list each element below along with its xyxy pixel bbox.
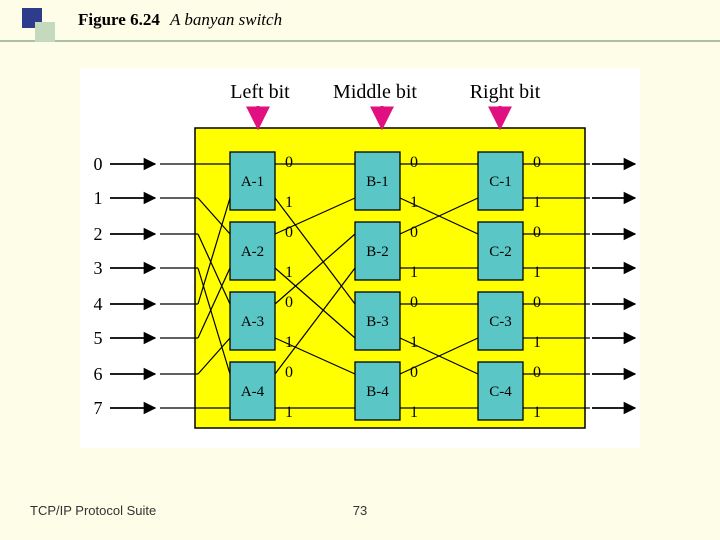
- svg-text:C-1: C-1: [489, 174, 512, 190]
- svg-text:B-3: B-3: [366, 314, 389, 330]
- svg-text:0: 0: [410, 224, 418, 241]
- svg-text:0: 0: [533, 294, 541, 311]
- svg-text:1: 1: [410, 334, 418, 351]
- svg-text:Right bit: Right bit: [470, 81, 541, 103]
- svg-text:0: 0: [285, 154, 293, 171]
- svg-text:C-3: C-3: [489, 314, 512, 330]
- figure-caption: A banyan switch: [170, 10, 282, 30]
- svg-text:3: 3: [94, 258, 103, 278]
- svg-text:0: 0: [410, 154, 418, 171]
- svg-text:4: 4: [94, 294, 103, 314]
- footer-text: TCP/IP Protocol Suite: [30, 503, 156, 518]
- svg-text:1: 1: [533, 334, 541, 351]
- bullet-square-light: [35, 22, 55, 42]
- svg-text:A-4: A-4: [241, 384, 265, 400]
- svg-text:1: 1: [533, 264, 541, 281]
- svg-text:1: 1: [410, 404, 418, 421]
- svg-text:1: 1: [410, 194, 418, 211]
- svg-text:Left bit: Left bit: [230, 81, 290, 103]
- svg-text:B-4: B-4: [366, 384, 389, 400]
- svg-text:6: 6: [94, 364, 103, 384]
- figure-label: Figure 6.24: [78, 10, 160, 30]
- svg-text:Middle bit: Middle bit: [333, 81, 417, 103]
- svg-text:0: 0: [410, 364, 418, 381]
- svg-text:0: 0: [533, 154, 541, 171]
- svg-text:1: 1: [285, 334, 293, 351]
- svg-text:0: 0: [94, 154, 103, 174]
- svg-text:0: 0: [285, 224, 293, 241]
- svg-text:C-2: C-2: [489, 244, 512, 260]
- title-bar: Figure 6.24 A banyan switch: [0, 0, 720, 42]
- page-number: 73: [353, 503, 367, 518]
- svg-text:1: 1: [533, 404, 541, 421]
- svg-text:1: 1: [533, 194, 541, 211]
- svg-text:0: 0: [533, 224, 541, 241]
- svg-text:1: 1: [410, 264, 418, 281]
- svg-text:7: 7: [94, 398, 103, 418]
- svg-text:A-3: A-3: [241, 314, 264, 330]
- svg-text:1: 1: [285, 264, 293, 281]
- banyan-switch-diagram: Left bitMiddle bitRight bit0123456701234…: [80, 68, 640, 448]
- svg-text:0: 0: [285, 294, 293, 311]
- svg-text:0: 0: [533, 364, 541, 381]
- svg-text:B-1: B-1: [366, 174, 389, 190]
- svg-text:2: 2: [94, 224, 103, 244]
- svg-text:0: 0: [285, 364, 293, 381]
- svg-text:B-2: B-2: [366, 244, 389, 260]
- svg-text:5: 5: [94, 328, 103, 348]
- svg-text:1: 1: [285, 404, 293, 421]
- svg-text:A-1: A-1: [241, 174, 264, 190]
- svg-text:0: 0: [410, 294, 418, 311]
- diagram-svg: Left bitMiddle bitRight bit0123456701234…: [80, 68, 640, 448]
- svg-text:1: 1: [94, 188, 103, 208]
- svg-text:1: 1: [285, 194, 293, 211]
- svg-text:A-2: A-2: [241, 244, 264, 260]
- svg-text:C-4: C-4: [489, 384, 512, 400]
